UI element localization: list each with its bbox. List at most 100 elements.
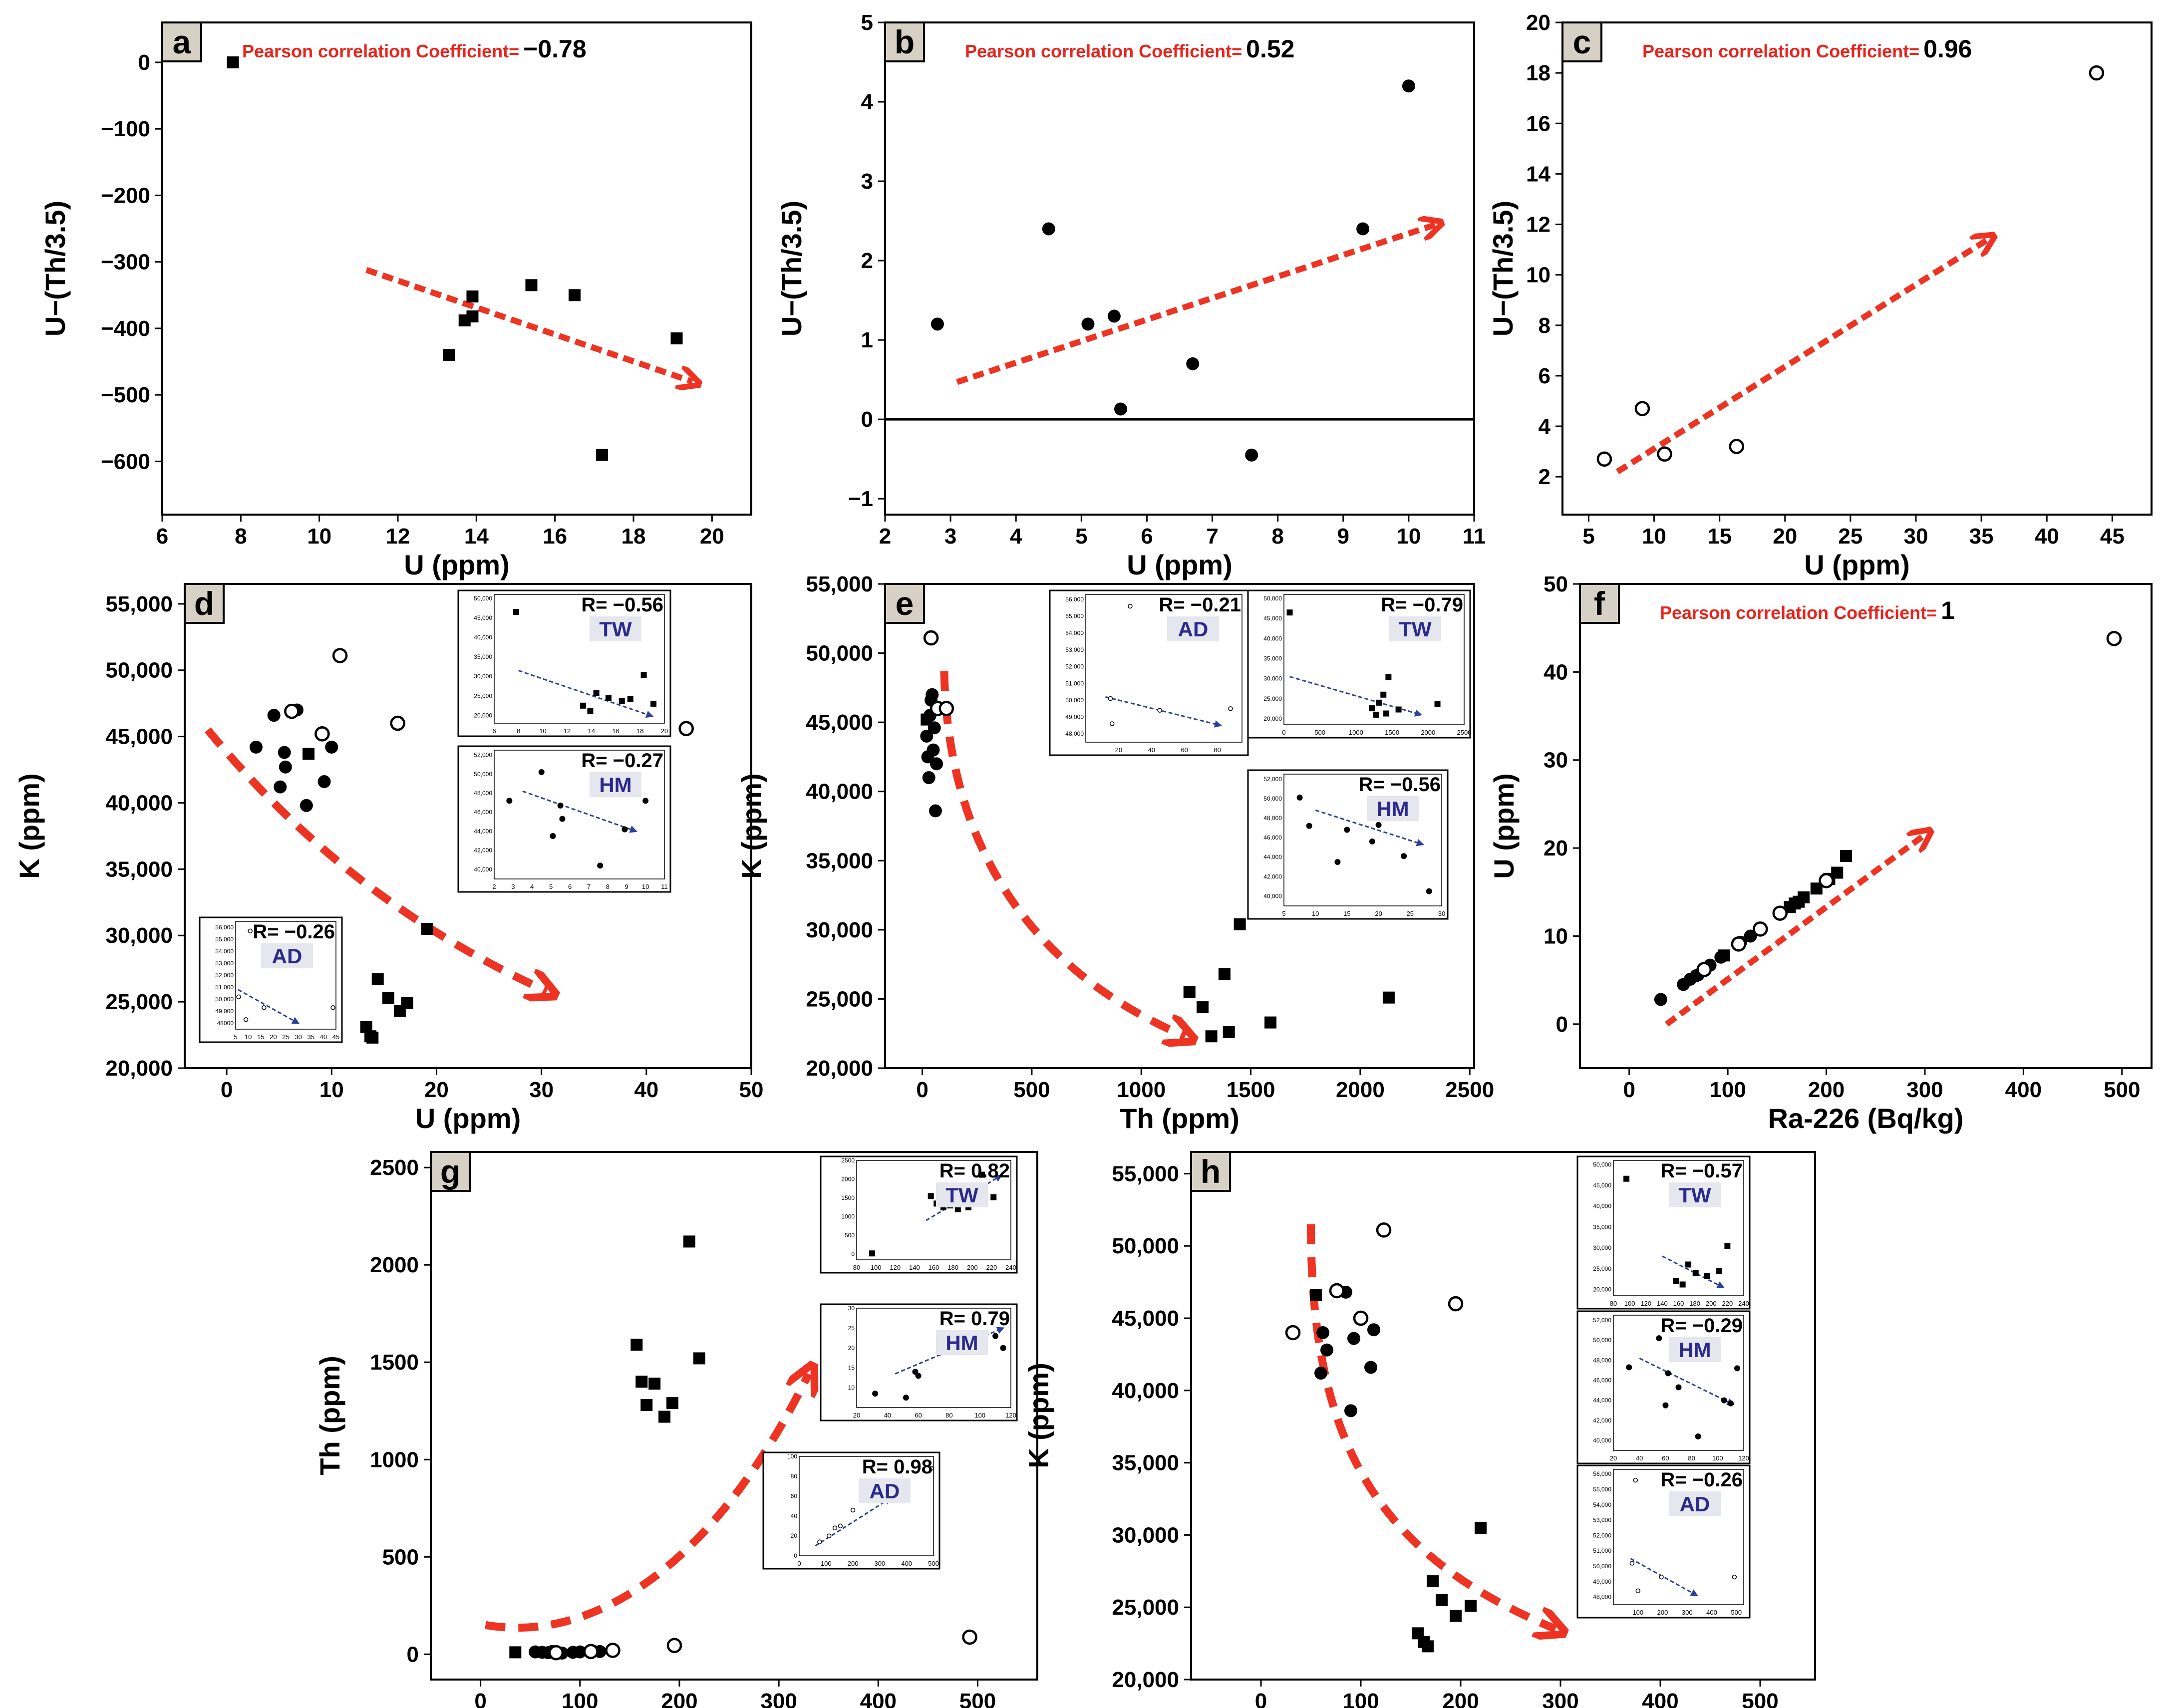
- inset-x-tick-label: 20: [661, 727, 668, 735]
- inset-x-tick-label: 25: [282, 1033, 289, 1041]
- inset-ad: 100 200 300 400 500 48,000 49,000 50,000 51,000 5…: [1576, 1464, 1751, 1619]
- inset-data-point: [1675, 1384, 1682, 1391]
- data-point-hm: [274, 780, 287, 794]
- inset-data-point: [1128, 603, 1133, 609]
- y-tick-label: 30: [1544, 748, 1568, 773]
- inset-x-tick-label: 200: [848, 1560, 859, 1567]
- x-tick-label: 35: [1969, 524, 1994, 549]
- inset-y-tick-label: 20: [848, 1345, 855, 1352]
- inset-frame: [1247, 589, 1471, 739]
- inset-plot-area: [1283, 594, 1465, 725]
- data-point-ad: [1696, 962, 1712, 977]
- inset-y-tick-label: 52,000: [1593, 1317, 1611, 1324]
- inset-x-tick-label: 25: [1407, 910, 1414, 917]
- inset-group-label-bg: [1167, 616, 1219, 641]
- inset-y-tick-label: 53,000: [215, 960, 234, 967]
- inset-y-tick-label: 25,000: [1263, 695, 1282, 702]
- data-point-ad: [548, 1645, 564, 1661]
- inset-x-tick-label: 8: [606, 883, 610, 890]
- inset-group-label-bg: [936, 1182, 988, 1207]
- inset-trend-arrow: [518, 670, 654, 718]
- inset-x-tick-label: 1500: [1385, 729, 1399, 736]
- inset-x-tick-label: 30: [1438, 910, 1445, 917]
- y-tick-label: 25,000: [1112, 1595, 1179, 1620]
- inset-group-label: AD: [870, 1479, 900, 1503]
- inset-x-tick-label: 7: [587, 883, 591, 890]
- x-tick-label: 7: [1206, 524, 1218, 549]
- y-tick-label: −500: [101, 383, 150, 407]
- inset-x-tick-label: 40: [1636, 1454, 1643, 1462]
- x-tick-label: 25: [1838, 524, 1862, 549]
- inset-r-value: R= 0.79: [939, 1308, 1010, 1330]
- inset-x-tick-label: 20: [1610, 1454, 1617, 1462]
- data-point-hm: [1320, 1343, 1333, 1357]
- inset-y-tick-label: 56,000: [215, 924, 234, 931]
- inset-data-point: [650, 700, 657, 707]
- x-tick-label: 30: [529, 1078, 554, 1102]
- inset-r-value: R= −0.26: [1660, 1469, 1743, 1491]
- inset-plot-area: [856, 1308, 1011, 1408]
- panel-letter-box: [430, 1151, 471, 1192]
- inset-y-tick-label: 40,000: [1263, 635, 1282, 642]
- data-point-tw: [666, 1397, 679, 1410]
- inset-x-tick-label: 15: [257, 1033, 264, 1041]
- inset-x-tick-label: 80: [1214, 746, 1221, 754]
- inset-x-tick-label: 180: [1689, 1300, 1700, 1307]
- x-tick-label: 4: [1010, 524, 1022, 549]
- y-tick-label: −1: [848, 487, 873, 511]
- data-point-tw: [1234, 918, 1246, 930]
- inset-group-label: HM: [1376, 797, 1409, 821]
- inset-data-point: [587, 707, 594, 714]
- y-tick-label: 20,000: [806, 1056, 873, 1081]
- data-point-tw: [921, 713, 933, 726]
- panel-letter-box: [1579, 583, 1620, 624]
- x-axis-label: U (ppm): [1804, 549, 1910, 580]
- data-point-hm: [325, 740, 338, 754]
- inset-data-point: [597, 862, 604, 869]
- inset-data-point: [903, 1395, 909, 1401]
- inset-y-tick-label: 50,000: [1263, 595, 1282, 602]
- inset-data-point: [990, 1194, 997, 1200]
- x-tick-label: 0: [916, 1078, 928, 1102]
- inset-data-point: [1656, 1335, 1662, 1342]
- inset-x-tick-label: 500: [1314, 729, 1325, 736]
- x-tick-label: 30: [1904, 524, 1928, 549]
- inset-y-tick-label: 25,000: [474, 692, 492, 699]
- inset-data-point: [642, 798, 649, 804]
- pearson-label: Pearson correlation Coefficient=: [1642, 41, 1919, 61]
- panel-e: 0 500 1000 1500 2000 250020,00025,00030,00035…: [736, 572, 1494, 1134]
- inset-data-point: [627, 696, 633, 702]
- inset-x-tick-label: 220: [986, 1264, 997, 1271]
- y-tick-label: −300: [101, 250, 150, 275]
- plot-frame: [884, 583, 1475, 1069]
- data-point-tw: [466, 290, 479, 302]
- data-point-hm: [920, 729, 933, 743]
- y-tick-label: 25,000: [806, 987, 873, 1011]
- inset-x-tick-label: 2500: [1457, 729, 1472, 736]
- y-tick-label: 1500: [370, 1350, 419, 1375]
- data-point-tw: [303, 748, 315, 760]
- pearson-value: 1: [1941, 596, 1955, 624]
- inset-x-tick-label: 20: [853, 1412, 860, 1419]
- inset-y-tick-label: 15: [848, 1364, 855, 1371]
- inset-data-point: [1286, 609, 1293, 616]
- y-tick-label: 4: [1539, 414, 1551, 439]
- data-point-hm: [1316, 1326, 1329, 1339]
- inset-y-tick-label: 52,000: [1065, 663, 1084, 670]
- x-tick-label: 8: [1271, 524, 1283, 549]
- inset-data-point: [1635, 1588, 1640, 1594]
- inset-data-point: [1344, 827, 1350, 833]
- inset-x-tick-label: 6: [568, 883, 572, 890]
- inset-x-tick-label: 80: [1610, 1300, 1617, 1307]
- inset-data-point: [1724, 1242, 1731, 1249]
- data-point-ad: [1596, 451, 1612, 467]
- data-point-ad: [1634, 401, 1650, 416]
- data-point-ad: [583, 1644, 599, 1660]
- inset-y-tick-label: 52,000: [1593, 1532, 1611, 1539]
- inset-x-tick-label: 60: [915, 1412, 922, 1419]
- inset-plot-area: [1283, 774, 1442, 906]
- inset-data-point: [1383, 710, 1390, 717]
- data-point-tw: [658, 1411, 671, 1423]
- x-tick-label: 10: [1642, 524, 1666, 549]
- inset-ad: 20 40 60 80 48,000 49,000 50,000 51,000 52,000 53…: [1049, 589, 1249, 756]
